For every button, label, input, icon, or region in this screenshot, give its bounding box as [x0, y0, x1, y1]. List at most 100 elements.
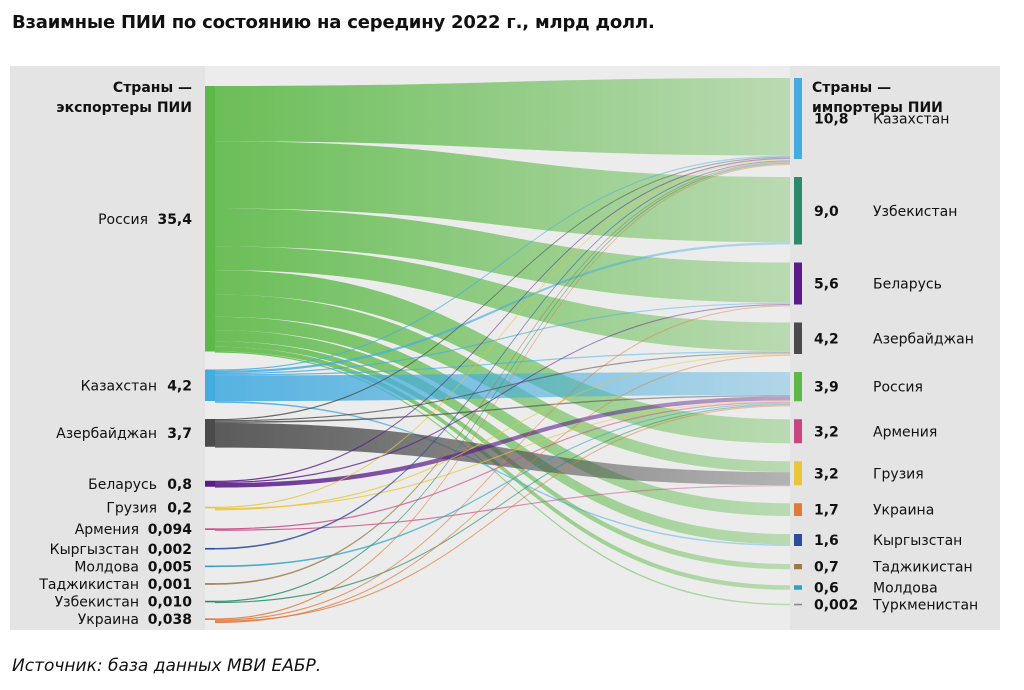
flow-азербайджан-to-азербайджан — [215, 352, 790, 422]
flow-кыргызстан-to-казахстан — [215, 160, 790, 550]
target-bar-таджикистан — [794, 564, 802, 570]
source-value-таджикистан: 0,001 — [148, 577, 192, 593]
flow-россия-to-кыргызстан — [215, 330, 790, 545]
flow-россия-to-беларусь — [215, 208, 790, 303]
target-name-молдова: Молдова — [873, 581, 938, 597]
flow-украина-to-россия — [215, 405, 790, 622]
target-value-таджикистан: 0,7 — [814, 560, 839, 576]
flow-азербайджан-to-россия — [215, 395, 790, 423]
flow-россия-to-туркменистан — [215, 351, 790, 606]
source-value-грузия: 0,2 — [167, 501, 192, 517]
flow-казахстан-to-кыргызстан — [215, 401, 790, 546]
flow-азербайджан-to-казахстан — [215, 156, 790, 421]
source-value-казахстан: 4,2 — [167, 378, 192, 394]
target-value-азербайджан: 4,2 — [814, 331, 839, 347]
source-value-азербайджан: 3,7 — [167, 426, 192, 442]
flow-грузия-to-казахстан — [215, 159, 790, 508]
source-bar-узбекистан — [205, 600, 215, 603]
right-header-line2: импортеры ПИИ — [812, 100, 943, 116]
labels-layer: Страны — экспортеры ПИИ Страны — импорте… — [38, 80, 978, 628]
target-name-украина: Украина — [873, 503, 934, 519]
source-bar-россия — [205, 86, 215, 352]
target-value-украина: 1,7 — [814, 503, 839, 519]
target-bar-казахстан — [794, 78, 802, 159]
source-value-узбекистан: 0,010 — [148, 595, 193, 611]
target-name-кыргызстан: Кыргызстан — [873, 533, 962, 549]
left-panel — [10, 66, 205, 630]
flow-украина-to-казахстан — [215, 163, 790, 620]
bars-layer — [205, 78, 802, 620]
source-name-армения: Армения — [75, 522, 139, 538]
flow-беларусь-to-казахстан — [215, 157, 790, 482]
target-name-туркменистан: Туркменистан — [872, 598, 978, 614]
target-value-казахстан: 10,8 — [814, 112, 849, 128]
flow-казахстан-to-беларусь — [215, 302, 790, 375]
source-bar-азербайджан — [205, 419, 215, 447]
target-name-азербайджан: Азербайджан — [873, 331, 974, 347]
source-value-армения: 0,094 — [148, 522, 193, 538]
target-bar-беларусь — [794, 262, 802, 305]
source-name-казахстан: Казахстан — [81, 378, 157, 394]
source-note: Источник: база данных МВИ ЕАБР. — [12, 656, 322, 676]
source-bar-кыргызстан — [205, 547, 215, 550]
source-value-украина: 0,038 — [148, 612, 192, 628]
flow-россия-to-казахстан — [215, 78, 790, 156]
source-name-азербайджан: Азербайджан — [56, 426, 157, 442]
left-header-line1: Страны — — [113, 80, 192, 96]
chart-title: Взаимные ПИИ по состоянию на середину 20… — [12, 12, 655, 33]
source-name-беларусь: Беларусь — [88, 477, 157, 493]
flow-армения-to-грузия — [215, 485, 790, 531]
flow-казахстан-to-азербайджан — [215, 351, 790, 376]
target-bar-узбекистан — [794, 177, 802, 245]
left-header-line2: экспортеры ПИИ — [56, 100, 192, 116]
target-bar-кыргызстан — [794, 534, 802, 546]
target-value-узбекистан: 9,0 — [814, 204, 839, 220]
flow-грузия-to-россия — [215, 400, 790, 510]
source-bar-армения — [205, 528, 215, 530]
target-bar-туркменистан — [794, 603, 802, 606]
flow-узбекистан-to-казахстан — [215, 162, 790, 602]
source-bar-беларусь — [205, 480, 215, 487]
right-header-line1: Страны — — [812, 80, 891, 96]
source-value-беларусь: 0,8 — [167, 477, 192, 493]
target-value-молдова: 0,6 — [814, 581, 839, 597]
source-bar-грузия — [205, 506, 215, 509]
right-panel — [790, 66, 1000, 630]
source-bar-украина — [205, 618, 215, 620]
target-value-армения: 3,2 — [814, 424, 839, 440]
flow-казахстан-to-казахстан — [215, 155, 790, 371]
source-name-молдова: Молдова — [74, 559, 139, 575]
flow-молдова-to-россия — [215, 402, 790, 568]
source-value-россия: 35,4 — [157, 212, 192, 228]
target-bar-азербайджан — [794, 322, 802, 354]
flow-украина-to-азербайджан — [215, 354, 790, 624]
target-name-грузия: Грузия — [873, 466, 924, 482]
source-value-кыргызстан: 0,002 — [148, 542, 192, 558]
source-name-кыргызстан: Кыргызстан — [50, 542, 139, 558]
flow-россия-to-азербайджан — [215, 246, 790, 352]
target-value-беларусь: 5,6 — [814, 277, 839, 293]
target-name-беларусь: Беларусь — [873, 277, 942, 293]
flow-беларусь-to-россия — [215, 396, 790, 488]
flows-layer — [215, 78, 790, 624]
flow-россия-to-украина — [215, 316, 790, 516]
source-name-грузия: Грузия — [106, 501, 157, 517]
source-name-россия: Россия — [98, 212, 148, 228]
target-name-узбекистан: Узбекистан — [873, 204, 957, 220]
flow-армения-to-россия — [215, 401, 790, 530]
target-value-туркменистан: 0,002 — [814, 598, 858, 614]
flow-украина-to-беларусь — [215, 305, 790, 621]
source-bar-молдова — [205, 565, 215, 568]
source-name-таджикистан: Таджикистан — [38, 577, 139, 593]
target-bar-молдова — [794, 585, 802, 590]
target-name-казахстан: Казахстан — [873, 112, 949, 128]
source-bar-таджикистан — [205, 583, 215, 585]
flow-россия-to-армения — [215, 270, 790, 444]
target-bar-армения — [794, 419, 802, 444]
target-bar-россия — [794, 372, 802, 402]
flow-беларусь-to-беларусь — [215, 303, 790, 484]
target-value-россия: 3,9 — [814, 380, 839, 396]
source-name-узбекистан: Узбекистан — [55, 595, 139, 611]
flow-россия-to-узбекистан — [215, 141, 790, 243]
target-bar-украина — [794, 503, 802, 516]
